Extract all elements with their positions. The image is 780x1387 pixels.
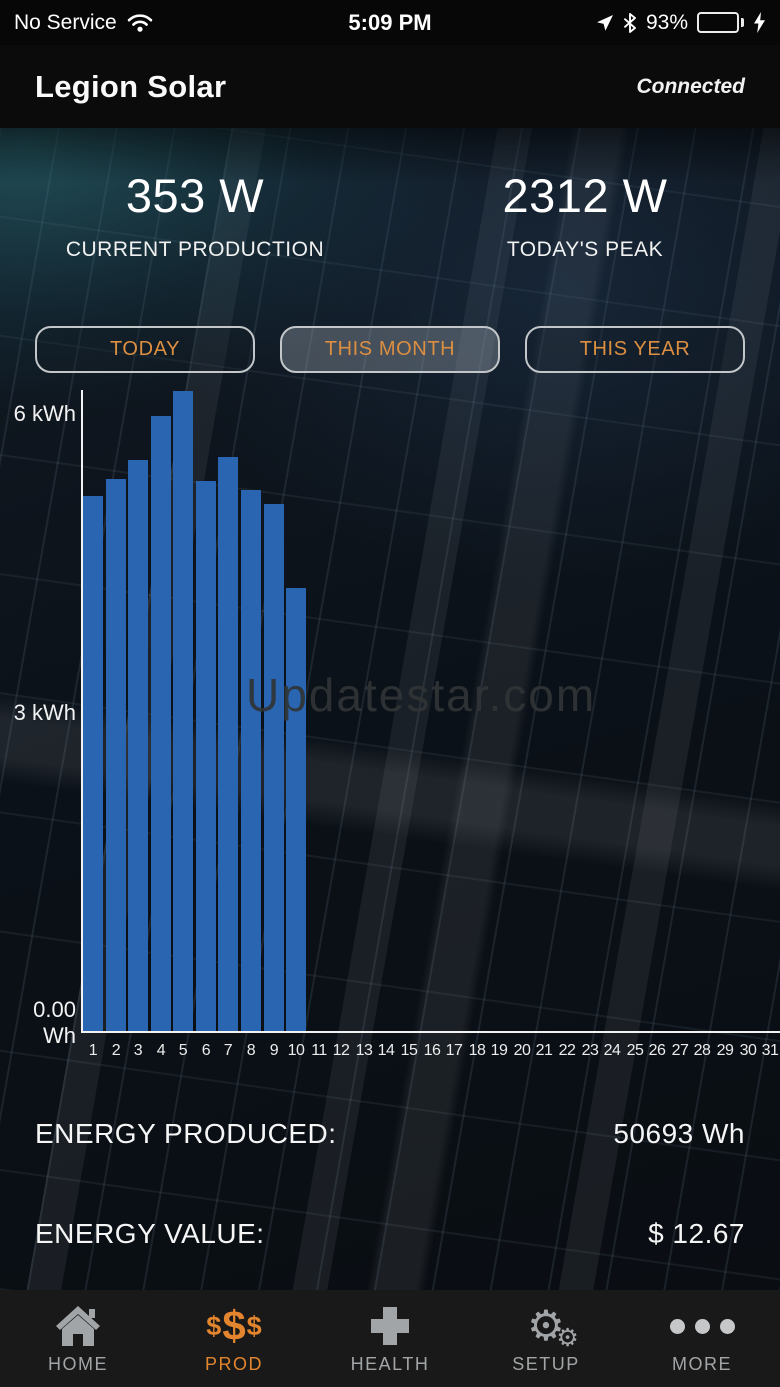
x-axis-tick-23: 23 [581, 1042, 599, 1059]
x-axis-tick-19: 19 [490, 1042, 508, 1059]
x-axis-tick-6: 6 [201, 1042, 211, 1059]
gears-icon: ⚙ ⚙ [527, 1302, 579, 1352]
bar-day-9[interactable] [264, 504, 284, 1031]
location-arrow-icon [596, 14, 613, 31]
bar-day-5[interactable] [173, 391, 193, 1031]
current-production-value: 353 W [125, 169, 265, 222]
y-axis-tick-3kwh: 3 kWh [13, 700, 76, 725]
x-axis-tick-8: 8 [246, 1042, 256, 1059]
tab-more-label: MORE [672, 1354, 732, 1374]
bar-day-7[interactable] [218, 457, 238, 1031]
bar-day-1[interactable] [83, 496, 103, 1031]
x-axis-tick-31: 31 [761, 1042, 779, 1059]
tab-prod[interactable]: $ $ $ PROD [156, 1290, 312, 1387]
x-axis-tick-4: 4 [156, 1042, 166, 1059]
x-axis-tick-22: 22 [558, 1042, 576, 1059]
todays-peak-label: TODAY'S PEAK [506, 237, 664, 261]
x-axis-tick-28: 28 [693, 1042, 711, 1059]
y-axis-line [81, 390, 83, 1031]
bar-day-2[interactable] [106, 479, 126, 1031]
production-stats: 353 W CURRENT PRODUCTION 2312 W TODAY'S … [0, 170, 780, 262]
bluetooth-icon [624, 12, 636, 33]
charging-bolt-icon [754, 12, 765, 33]
x-axis-tick-10: 10 [287, 1042, 305, 1059]
x-axis-tick-14: 14 [377, 1042, 395, 1059]
wifi-icon [127, 13, 153, 32]
tab-more[interactable]: MORE [624, 1290, 780, 1387]
x-axis-tick-20: 20 [513, 1042, 531, 1059]
status-time: 5:09 PM [348, 9, 432, 35]
x-axis-tick-30: 30 [739, 1042, 757, 1059]
y-axis-tick-0wh: 0.00 Wh [33, 997, 76, 1048]
range-button-this-month[interactable]: THIS MONTH [280, 326, 500, 373]
tab-health-label: HEALTH [350, 1354, 430, 1374]
x-axis-tick-13: 13 [355, 1042, 373, 1059]
range-button-today[interactable]: TODAY [35, 326, 255, 373]
more-ellipsis-icon [669, 1318, 735, 1334]
page-title: Legion Solar [35, 68, 227, 104]
todays-peak-stat: 2312 W TODAY'S PEAK [390, 170, 780, 262]
tab-setup-label: SETUP [512, 1354, 580, 1374]
x-axis-tick-29: 29 [716, 1042, 734, 1059]
x-axis-tick-25: 25 [626, 1042, 644, 1059]
tab-home[interactable]: HOME [0, 1290, 156, 1387]
x-axis-tick-7: 7 [223, 1042, 233, 1059]
x-axis-tick-11: 11 [311, 1042, 327, 1059]
battery-percent: 93% [645, 10, 688, 34]
energy-produced-label: ENERGY PRODUCED: [35, 1118, 337, 1149]
x-axis-tick-15: 15 [400, 1042, 418, 1059]
current-production-label: CURRENT PRODUCTION [65, 237, 325, 261]
x-axis-tick-24: 24 [603, 1042, 621, 1059]
connection-status: Connected [636, 74, 745, 98]
app-header: Legion Solar Connected [0, 45, 780, 128]
dollars-icon: $ $ $ [206, 1302, 262, 1349]
watermark-text: Updatestar.com [246, 669, 597, 721]
battery-nub [741, 18, 744, 27]
energy-produced-row: ENERGY PRODUCED: 50693 Wh [35, 1118, 745, 1150]
tab-prod-label: PROD [204, 1354, 263, 1374]
bar-day-6[interactable] [196, 481, 216, 1031]
carrier-label: No Service [14, 10, 117, 34]
x-axis-tick-16: 16 [423, 1042, 441, 1059]
x-axis-tick-17: 17 [445, 1042, 463, 1059]
energy-produced-value: 50693 Wh [613, 1118, 745, 1149]
solar-panel-background [0, 128, 780, 1290]
small-gear-icon: ⚙ [556, 1324, 579, 1352]
x-axis-tick-18: 18 [468, 1042, 486, 1059]
x-axis-tick-3: 3 [133, 1042, 143, 1059]
x-axis-tick-1: 1 [88, 1042, 98, 1059]
bar-day-3[interactable] [128, 460, 148, 1031]
x-axis-tick-26: 26 [648, 1042, 666, 1059]
x-axis-tick-27: 27 [671, 1042, 689, 1059]
bar-day-10[interactable] [286, 588, 306, 1031]
x-axis-tick-12: 12 [332, 1042, 350, 1059]
range-button-this-year[interactable]: THIS YEAR [525, 326, 745, 373]
energy-value-value: $ 12.67 [648, 1218, 745, 1249]
todays-peak-value: 2312 W [502, 169, 668, 222]
tab-setup[interactable]: ⚙ ⚙ SETUP [468, 1290, 624, 1387]
current-production-stat: 353 W CURRENT PRODUCTION [0, 170, 390, 262]
energy-value-label: ENERGY VALUE: [35, 1218, 265, 1249]
x-axis-tick-9: 9 [269, 1042, 279, 1059]
energy-value-row: ENERGY VALUE: $ 12.67 [35, 1218, 745, 1250]
x-axis-line [81, 1031, 780, 1033]
range-selector: TODAY THIS MONTH THIS YEAR [35, 326, 745, 373]
bar-day-8[interactable] [241, 490, 261, 1031]
bar-day-4[interactable] [151, 416, 171, 1031]
x-axis-tick-21: 21 [535, 1042, 553, 1059]
y-axis-tick-6kwh: 6 kWh [13, 401, 76, 426]
battery-icon [697, 12, 739, 33]
tab-home-label: HOME [48, 1354, 108, 1374]
bottom-tab-bar: HOME $ $ $ PROD HEALTH ⚙ [0, 1290, 780, 1387]
tab-health[interactable]: HEALTH [312, 1290, 468, 1387]
status-bar: No Service 5:09 PM 93% [0, 0, 780, 45]
x-axis-tick-5: 5 [178, 1042, 188, 1059]
x-axis-tick-2: 2 [111, 1042, 121, 1059]
home-icon [56, 1306, 100, 1346]
health-plus-icon [371, 1307, 409, 1345]
